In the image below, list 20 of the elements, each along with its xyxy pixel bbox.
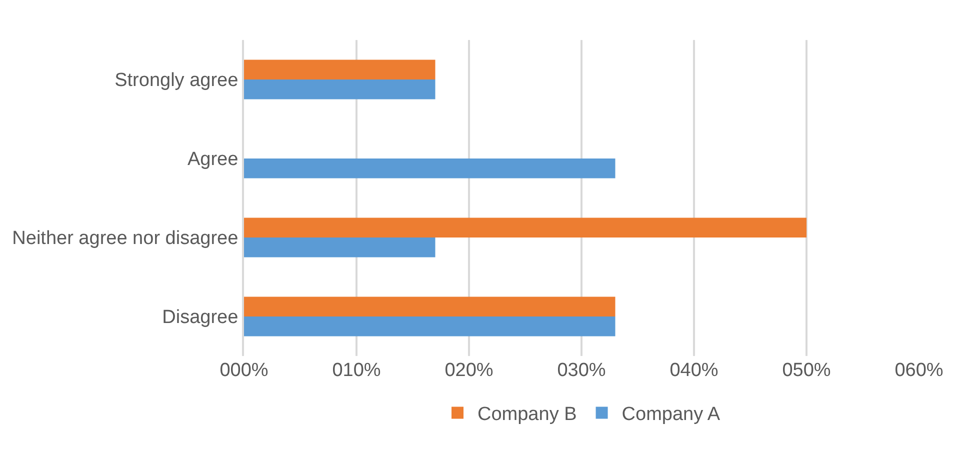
y-tick-label: Strongly agree [114, 70, 238, 92]
x-tick-label: 010% [332, 360, 381, 381]
x-tick-label: 030% [557, 360, 606, 381]
y-tick-label: Neither agree nor disagree [12, 228, 238, 250]
y-tick-label: Agree [187, 149, 238, 170]
bar [244, 296, 616, 316]
x-tick-label: 000% [220, 360, 268, 381]
x-tick-label: 040% [670, 360, 718, 381]
bar [244, 158, 616, 178]
x-tick-label: 060% [894, 360, 944, 381]
bar [244, 316, 616, 336]
legend-label: Company A [622, 404, 720, 426]
x-tick-label: 020% [444, 360, 494, 381]
x-tick-label: 050% [782, 360, 831, 381]
bar [244, 238, 436, 258]
bar [244, 80, 436, 100]
bar [244, 218, 806, 238]
legend-label: Company B [478, 404, 577, 426]
bar [244, 60, 436, 80]
y-tick-label: Disagree [162, 307, 238, 328]
